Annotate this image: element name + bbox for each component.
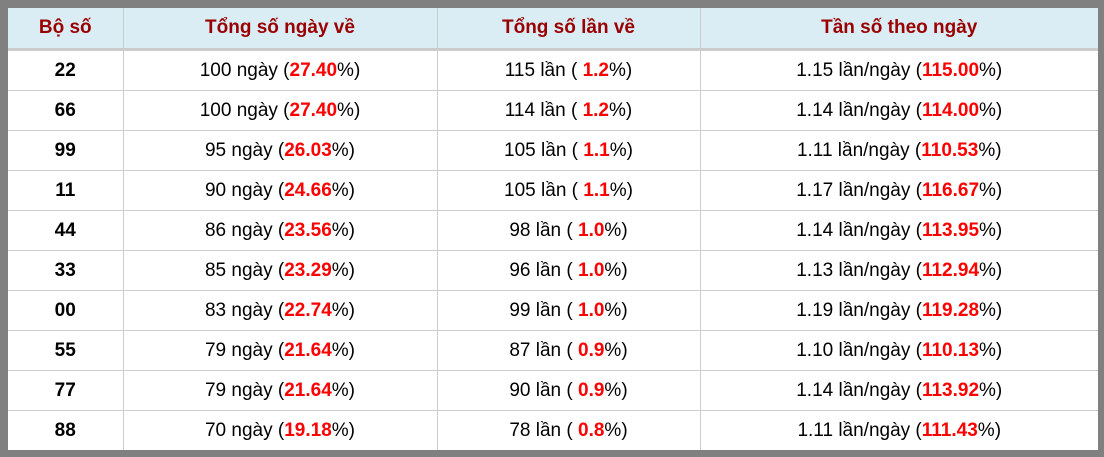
days-percent: 21.64 xyxy=(284,339,332,361)
frequency-cell: 1.17 lần/ngày (116.67%) xyxy=(700,170,1098,211)
table-row: 44 86 ngày (23.56%) 98 lần ( 1.0%) 1.14 lần… xyxy=(8,210,1098,251)
frequency-percent: 113.95 xyxy=(921,219,980,241)
days-cell: 79 ngày (21.64%) xyxy=(123,370,438,411)
table-row: 22 100 ngày (27.40%) 115 lần ( 1.2%) 1.15 l… xyxy=(8,49,1098,91)
stats-table-container: Bộ số Tổng số ngày về Tổng số lần về Tần… xyxy=(8,8,1098,450)
frequency-cell: 1.14 lần/ngày (114.00%) xyxy=(700,90,1098,131)
frequency-percent: 113.92 xyxy=(921,379,980,401)
days-cell: 100 ngày (27.40%) xyxy=(123,90,438,131)
days-percent: 23.56 xyxy=(284,219,332,241)
header-times: Tổng số lần về xyxy=(437,8,701,51)
days-percent: 27.40 xyxy=(289,99,338,121)
frequency-cell: 1.13 lần/ngày (112.94%) xyxy=(700,250,1098,291)
days-percent: 23.29 xyxy=(284,259,332,281)
header-row: Bộ số Tổng số ngày về Tổng số lần về Tần… xyxy=(8,8,1098,51)
days-percent: 21.64 xyxy=(284,379,332,401)
days-cell: 83 ngày (22.74%) xyxy=(123,290,438,331)
times-percent: 0.9 xyxy=(578,339,605,361)
pair-cell: 99 xyxy=(8,130,124,171)
stats-table: Bộ số Tổng số ngày về Tổng số lần về Tần… xyxy=(8,8,1098,450)
times-percent: 1.1 xyxy=(583,139,610,161)
pair-cell: 22 xyxy=(8,49,124,91)
frequency-percent: 110.13 xyxy=(921,339,980,361)
times-percent: 0.9 xyxy=(578,379,605,401)
days-percent: 22.74 xyxy=(284,299,332,321)
times-cell: 114 lần ( 1.2%) xyxy=(437,90,701,131)
header-days: Tổng số ngày về xyxy=(123,8,438,51)
days-cell: 90 ngày (24.66%) xyxy=(123,170,438,211)
days-percent: 26.03 xyxy=(284,139,332,161)
times-cell: 87 lần ( 0.9%) xyxy=(437,330,701,371)
days-percent: 24.66 xyxy=(284,179,332,201)
days-percent: 19.18 xyxy=(284,419,332,441)
table-row: 99 95 ngày (26.03%) 105 lần ( 1.1%) 1.11 lầ… xyxy=(8,130,1098,171)
pair-cell: 88 xyxy=(8,410,124,450)
frequency-percent: 111.43 xyxy=(921,419,978,441)
frequency-cell: 1.11 lần/ngày (110.53%) xyxy=(700,130,1098,171)
pair-cell: 55 xyxy=(8,330,124,371)
table-row: 77 79 ngày (21.64%) 90 lần ( 0.9%) 1.14 lần… xyxy=(8,370,1098,411)
frequency-percent: 110.53 xyxy=(921,139,979,161)
pair-cell: 44 xyxy=(8,210,124,251)
frequency-percent: 112.94 xyxy=(921,259,980,281)
days-cell: 100 ngày (27.40%) xyxy=(123,49,438,91)
frequency-percent: 119.28 xyxy=(921,299,980,321)
times-cell: 99 lần ( 1.0%) xyxy=(437,290,701,331)
times-percent: 1.2 xyxy=(582,99,609,121)
days-cell: 95 ngày (26.03%) xyxy=(123,130,438,171)
table-row: 11 90 ngày (24.66%) 105 lần ( 1.1%) 1.17 lầ… xyxy=(8,170,1098,211)
times-percent: 1.0 xyxy=(578,299,605,321)
frequency-percent: 114.00 xyxy=(921,99,980,121)
days-cell: 86 ngày (23.56%) xyxy=(123,210,438,251)
days-cell: 85 ngày (23.29%) xyxy=(123,250,438,291)
table-row: 33 85 ngày (23.29%) 96 lần ( 1.0%) 1.13 lần… xyxy=(8,250,1098,291)
times-cell: 96 lần ( 1.0%) xyxy=(437,250,701,291)
days-percent: 27.40 xyxy=(289,59,338,81)
frequency-cell: 1.19 lần/ngày (119.28%) xyxy=(700,290,1098,331)
times-percent: 1.0 xyxy=(578,259,605,281)
frequency-cell: 1.15 lần/ngày (115.00%) xyxy=(700,49,1098,91)
frequency-cell: 1.11 lần/ngày (111.43%) xyxy=(797,419,1002,441)
times-cell: 78 lần ( 0.8%) xyxy=(437,410,701,450)
frequency-cell: 1.14 lần/ngày (113.92%) xyxy=(700,370,1098,411)
times-percent: 1.0 xyxy=(578,219,605,241)
table-row: 55 79 ngày (21.64%) 87 lần ( 0.9%) 1.10 lần… xyxy=(8,330,1098,371)
pair-cell: 33 xyxy=(8,250,124,291)
times-percent: 1.2 xyxy=(582,59,609,81)
pair-cell: 66 xyxy=(8,90,124,131)
days-cell: 79 ngày (21.64%) xyxy=(123,330,438,371)
times-cell: 98 lần ( 1.0%) xyxy=(437,210,701,251)
days-cell: 70 ngày (19.18%) xyxy=(123,410,438,450)
frequency-cell: 1.10 lần/ngày (110.13%) xyxy=(700,330,1098,371)
times-percent: 1.1 xyxy=(583,179,610,201)
pair-cell: 00 xyxy=(8,290,124,331)
times-cell: 90 lần ( 0.9%) xyxy=(437,370,701,411)
table-row: 00 83 ngày (22.74%) 99 lần ( 1.0%) 1.19 lần… xyxy=(8,290,1098,331)
times-cell: 105 lần ( 1.1%) xyxy=(437,130,701,171)
frequency-percent: 115.00 xyxy=(921,59,980,81)
frequency-percent: 116.67 xyxy=(921,179,980,201)
times-cell: 115 lần ( 1.2%) xyxy=(437,49,701,91)
header-frequency: Tần số theo ngày xyxy=(700,8,1098,51)
times-cell: 105 lần ( 1.1%) xyxy=(437,170,701,211)
header-pair: Bộ số xyxy=(8,8,124,51)
frequency-cell: 1.14 lần/ngày (113.95%) xyxy=(700,210,1098,251)
times-percent: 0.8 xyxy=(578,419,605,441)
pair-cell: 77 xyxy=(8,370,124,411)
pair-cell: 11 xyxy=(8,170,124,211)
table-row: 88 70 ngày (19.18%) 78 lần ( 0.8%) 1.11 lần… xyxy=(8,410,1098,450)
table-row: 66 100 ngày (27.40%) 114 lần ( 1.2%) 1.14 l… xyxy=(8,90,1098,131)
